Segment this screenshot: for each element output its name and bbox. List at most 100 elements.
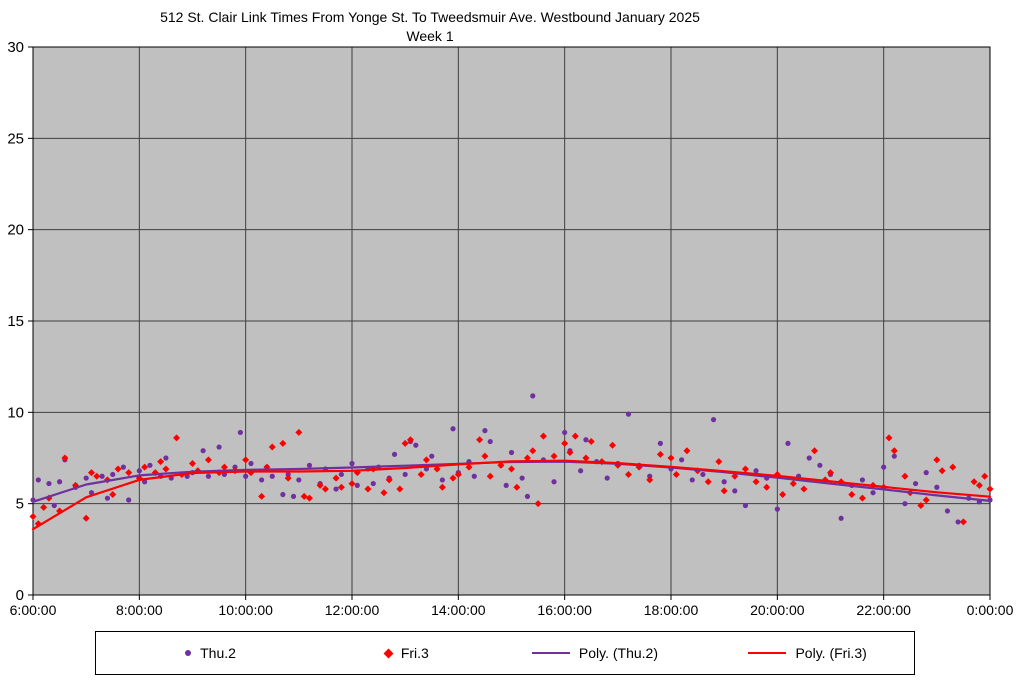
data-point-Fri.3 (125, 469, 133, 477)
y-tick-label: 20 (7, 222, 24, 239)
data-point-Fri.3 (938, 467, 946, 475)
data-point-Thu.2 (163, 455, 169, 461)
data-point-Fri.3 (204, 456, 212, 464)
data-point-Fri.3 (109, 491, 117, 499)
data-point-Fri.3 (789, 480, 797, 488)
legend-item-fri3: Fri.3 (325, 645, 489, 661)
data-point-Thu.2 (647, 473, 653, 479)
data-point-Fri.3 (465, 463, 473, 471)
legend-item-poly-fri3: Poly. (Fri.3) (701, 645, 914, 661)
data-point-Fri.3 (683, 447, 691, 455)
data-point-Fri.3 (114, 465, 122, 473)
data-point-Fri.3 (295, 428, 303, 436)
data-point-Fri.3 (970, 478, 978, 486)
data-point-Fri.3 (922, 496, 930, 504)
data-point-Fri.3 (93, 472, 101, 480)
data-point-Fri.3 (646, 476, 654, 484)
plot-svg: 0 5 10 15 20 25 30 6:00:00 8:00:00 10:00:00 12:00:… (7, 39, 1014, 618)
x-tick-label: 22:00:00 (856, 602, 911, 618)
data-point-Thu.2 (391, 451, 398, 457)
data-point-Fri.3 (396, 485, 404, 493)
data-point-Thu.2 (120, 464, 126, 470)
data-point-Thu.2 (891, 453, 897, 459)
data-point-Fri.3 (513, 483, 521, 491)
legend-label-poly-thu2: Poly. (Thu.2) (578, 645, 659, 661)
data-point-Thu.2 (232, 464, 238, 470)
x-tick-label: 0:00:00 (967, 602, 1014, 618)
legend-label-thu2: Thu.2 (200, 645, 236, 661)
data-point-Fri.3 (741, 465, 749, 473)
data-point-Fri.3 (242, 456, 250, 464)
data-point-Fri.3 (715, 458, 723, 466)
data-point-Fri.3 (609, 441, 617, 449)
data-point-Thu.2 (785, 440, 791, 446)
data-point-Fri.3 (29, 512, 37, 520)
data-point-Thu.2 (296, 477, 302, 483)
data-point-Thu.2 (881, 464, 887, 470)
data-point-Fri.3 (981, 472, 989, 480)
fri3-diamond-marker-icon (383, 648, 394, 658)
data-point-Fri.3 (704, 478, 712, 486)
data-point-Fri.3 (763, 483, 771, 491)
data-point-Thu.2 (562, 429, 568, 436)
data-point-Fri.3 (348, 480, 356, 488)
data-point-Thu.2 (402, 471, 408, 478)
legend: Thu.2 Fri.3 Poly. (Thu.2) Poly. (Fri.3) (95, 631, 915, 675)
data-point-Thu.2 (944, 508, 951, 514)
data-point-Fri.3 (417, 470, 425, 478)
data-point-Thu.2 (902, 501, 908, 507)
data-point-Thu.2 (679, 457, 685, 463)
chart-title: 512 St. Clair Link Times From Yonge St. … (0, 8, 860, 46)
data-point-Fri.3 (933, 456, 941, 464)
data-point-Thu.2 (51, 502, 57, 509)
data-point-Thu.2 (338, 471, 344, 478)
data-point-Thu.2 (370, 480, 376, 487)
data-point-Thu.2 (471, 473, 477, 479)
data-point-Fri.3 (364, 485, 372, 493)
data-point-Thu.2 (774, 506, 780, 512)
data-point-Fri.3 (305, 494, 313, 502)
data-point-Fri.3 (656, 450, 664, 458)
data-point-Fri.3 (82, 514, 90, 522)
data-point-Fri.3 (316, 481, 324, 489)
data-point-Fri.3 (380, 489, 388, 497)
data-point-Fri.3 (539, 432, 547, 440)
data-point-Thu.2 (700, 471, 706, 478)
data-point-Fri.3 (497, 461, 505, 469)
data-point-Thu.2 (306, 462, 313, 468)
data-point-Fri.3 (672, 470, 680, 478)
data-point-Thu.2 (955, 519, 961, 525)
data-point-Fri.3 (901, 472, 909, 480)
data-point-Fri.3 (848, 491, 856, 499)
data-point-Fri.3 (258, 492, 266, 500)
data-point-Thu.2 (248, 460, 254, 467)
data-point-Thu.2 (290, 493, 297, 499)
data-point-Thu.2 (508, 449, 515, 456)
data-point-Fri.3 (189, 459, 196, 467)
data-point-Thu.2 (625, 411, 632, 417)
data-point-Fri.3 (279, 439, 287, 447)
data-point-Thu.2 (237, 429, 243, 436)
data-point-Fri.3 (284, 474, 292, 482)
data-point-Fri.3 (61, 454, 69, 462)
plot-border (32, 46, 991, 596)
data-point-Fri.3 (550, 452, 558, 460)
data-point-Fri.3 (975, 481, 983, 489)
data-point-Fri.3 (571, 432, 579, 440)
data-point-Thu.2 (604, 475, 610, 481)
data-point-Thu.2 (923, 470, 929, 476)
data-point-Fri.3 (667, 454, 675, 462)
data-point-Thu.2 (205, 473, 212, 479)
data-point-Thu.2 (551, 479, 557, 485)
data-point-Fri.3 (87, 469, 95, 477)
data-point-Fri.3 (986, 485, 994, 493)
y-tick-label: 5 (16, 496, 24, 513)
data-point-Fri.3 (157, 458, 165, 466)
legend-label-fri3: Fri.3 (400, 645, 429, 661)
data-point-Thu.2 (912, 480, 919, 487)
y-tick-label: 0 (16, 587, 24, 604)
data-point-Fri.3 (173, 434, 181, 442)
data-point-Fri.3 (422, 456, 430, 464)
y-tick-label: 15 (7, 313, 24, 330)
data-point-Fri.3 (534, 500, 542, 508)
